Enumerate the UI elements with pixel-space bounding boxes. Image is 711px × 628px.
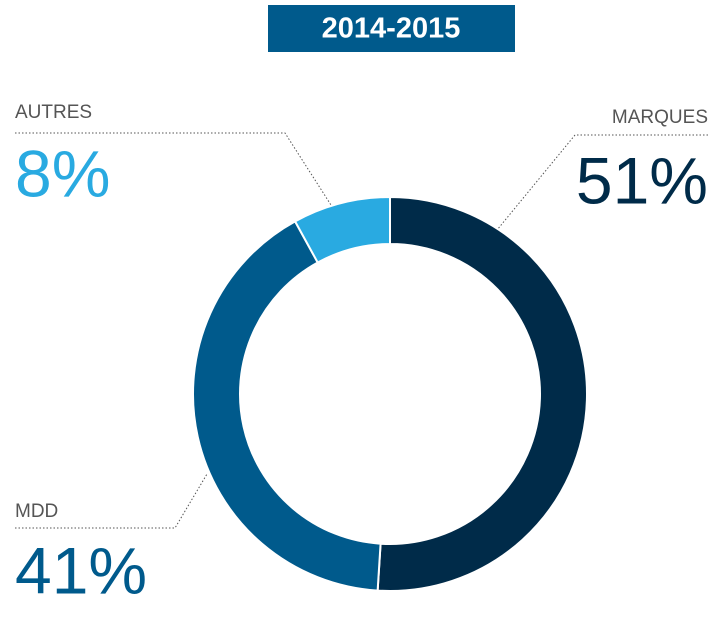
donut-segment (376, 195, 588, 592)
leader-line (15, 473, 208, 529)
category-label: AUTRES (15, 102, 92, 123)
value-label: 41% (15, 533, 147, 607)
title-box (268, 5, 515, 52)
category-label: MARQUES (612, 107, 708, 128)
donut-segment (192, 220, 382, 592)
value-label: 51% (576, 143, 708, 217)
donut-segment (293, 195, 391, 264)
chart-title: 2014-2015 (322, 13, 461, 45)
value-label: 8% (15, 136, 110, 210)
leader-line (15, 132, 339, 217)
leader-line (496, 134, 708, 231)
category-label: MDD (15, 501, 58, 522)
